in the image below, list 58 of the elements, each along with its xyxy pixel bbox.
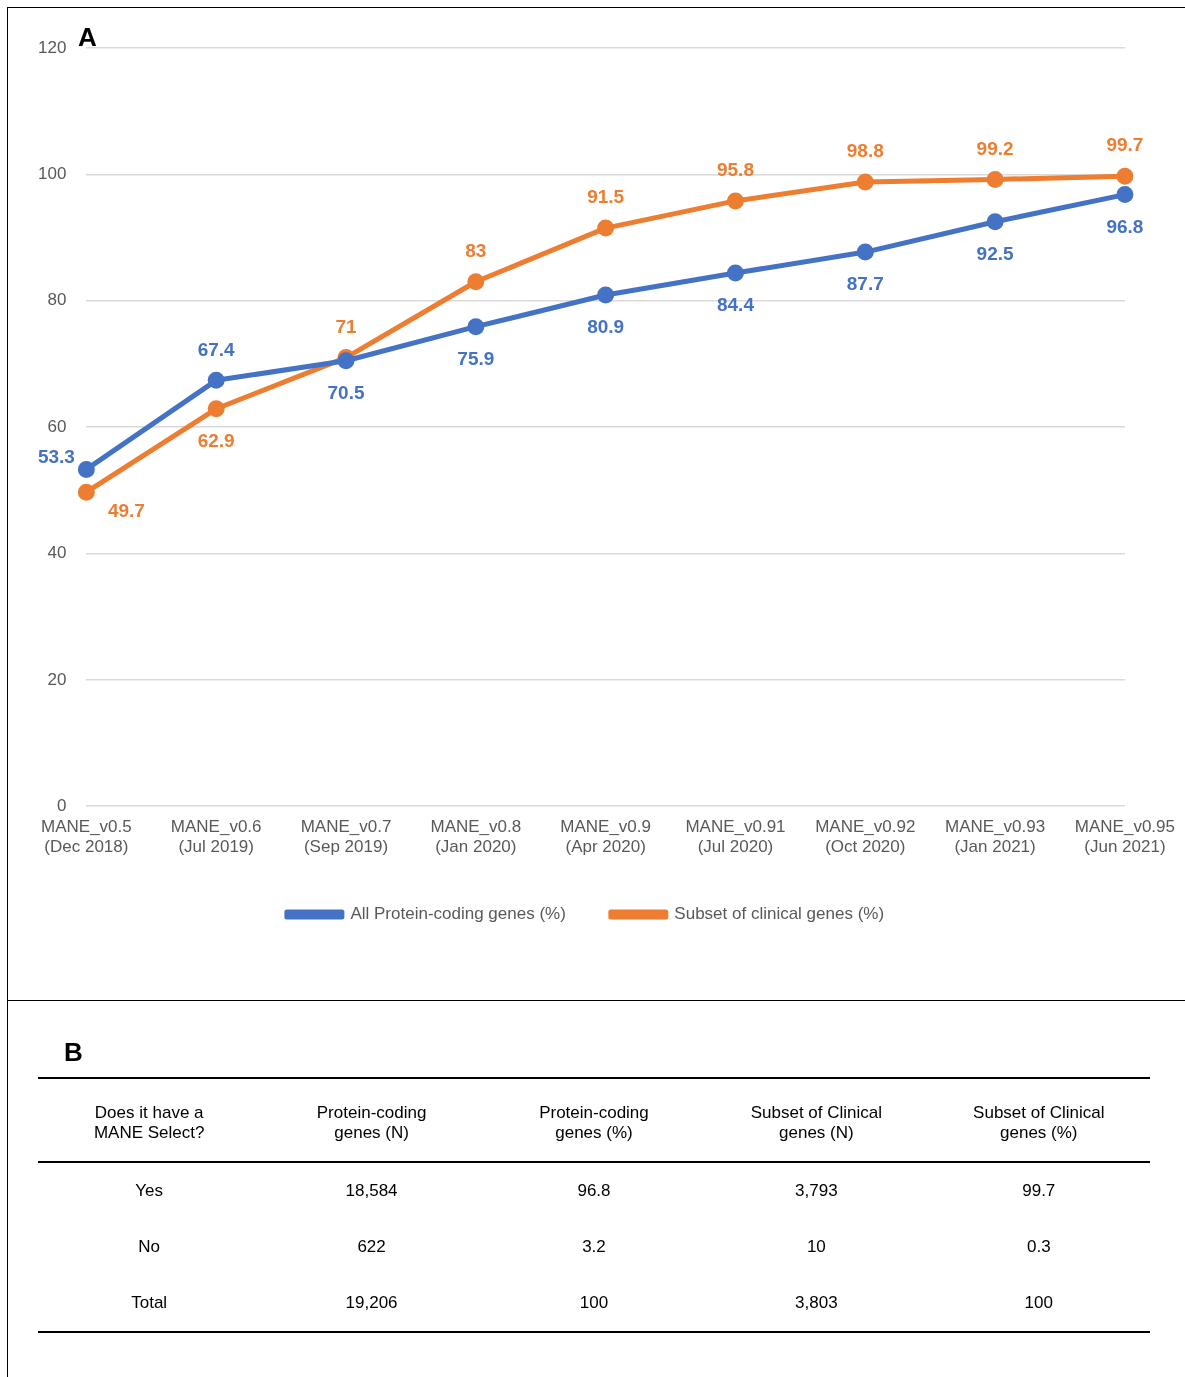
data-label: 3.2 <box>581 1236 607 1258</box>
data-label: 67.4 <box>197 338 236 360</box>
data-label: 83 <box>465 240 487 262</box>
data-label: 622 <box>356 1236 387 1258</box>
data-label: 100 <box>927 1275 1150 1332</box>
y-tick-label: 40 <box>47 543 67 563</box>
text: Subset of Clinical genes (N) <box>705 1078 928 1162</box>
data-label: 98.8 <box>846 140 884 162</box>
data-label: 70.5 <box>327 381 365 403</box>
text: Subset of Clinical genes (%) <box>927 1078 1150 1162</box>
y-tick-label: 60 <box>47 416 67 436</box>
category-label: No <box>137 1236 162 1258</box>
data-label: 80.9 <box>587 316 625 338</box>
data-label: 87.7 <box>846 273 884 295</box>
x-tick-label: MANE_v0.5 (Dec 2018) <box>41 817 132 857</box>
data-label: 3,803 <box>705 1275 928 1332</box>
data-label: 96.8 <box>1106 215 1144 237</box>
data-label: 100 <box>482 1275 706 1332</box>
text: Protein-coding genes (N) <box>260 1078 483 1162</box>
chart-title: A <box>78 22 97 53</box>
x-tick-label: MANE_v0.95 (Jun 2021) <box>1074 817 1176 857</box>
legend-label: Subset of clinical genes (%) <box>674 904 885 924</box>
data-label: 75.9 <box>457 347 495 369</box>
x-tick-label: MANE_v0.7 (Sep 2019) <box>300 817 392 857</box>
x-tick-label: MANE_v0.6 (Jul 2019) <box>170 817 262 857</box>
data-label: 91.5 <box>587 186 625 208</box>
text: Protein-coding genes (%) <box>482 1078 706 1162</box>
data-label: 84.4 <box>716 294 755 316</box>
x-tick-label: MANE_v0.9 (Apr 2020) <box>560 817 651 857</box>
data-label: 0.3 <box>1025 1236 1052 1258</box>
category-label: Yes <box>134 1180 165 1202</box>
x-tick-label: MANE_v0.91 (Jul 2020) <box>685 817 786 857</box>
data-label: 19,206 <box>260 1275 483 1332</box>
data-label: 3,793 <box>794 1180 839 1202</box>
x-tick-label: MANE_v0.8 (Jan 2020) <box>430 817 522 857</box>
data-label: 99.7 <box>1106 134 1144 156</box>
y-tick-label: 20 <box>47 669 67 689</box>
data-label: 96.8 <box>576 1180 612 1202</box>
data-label: 99.2 <box>976 137 1014 159</box>
x-tick-label: MANE_v0.92 (Oct 2020) <box>815 817 916 857</box>
data-label: 49.7 <box>107 500 145 522</box>
legend-label: All Protein-coding genes (%) <box>350 904 566 924</box>
data-label: 92.5 <box>976 242 1015 264</box>
y-tick-label: 80 <box>47 290 67 310</box>
data-label: 95.8 <box>716 159 754 181</box>
data-label: 99.7 <box>1021 1180 1057 1202</box>
data-label: 53.3 <box>37 445 75 467</box>
y-tick-label: 120 <box>37 37 67 57</box>
data-label: 62.9 <box>197 430 235 452</box>
data-label: 71 <box>335 315 357 337</box>
category-label: Total <box>38 1275 261 1332</box>
text: Does it have a MANE Select? <box>38 1078 261 1162</box>
y-tick-label: 100 <box>37 164 67 184</box>
text: B <box>64 1037 83 1068</box>
data-label: 10 <box>805 1236 827 1258</box>
data-label: 18,584 <box>344 1180 399 1202</box>
x-tick-label: MANE_v0.93 (Jan 2021) <box>945 817 1046 857</box>
y-tick-label: 0 <box>56 795 67 815</box>
